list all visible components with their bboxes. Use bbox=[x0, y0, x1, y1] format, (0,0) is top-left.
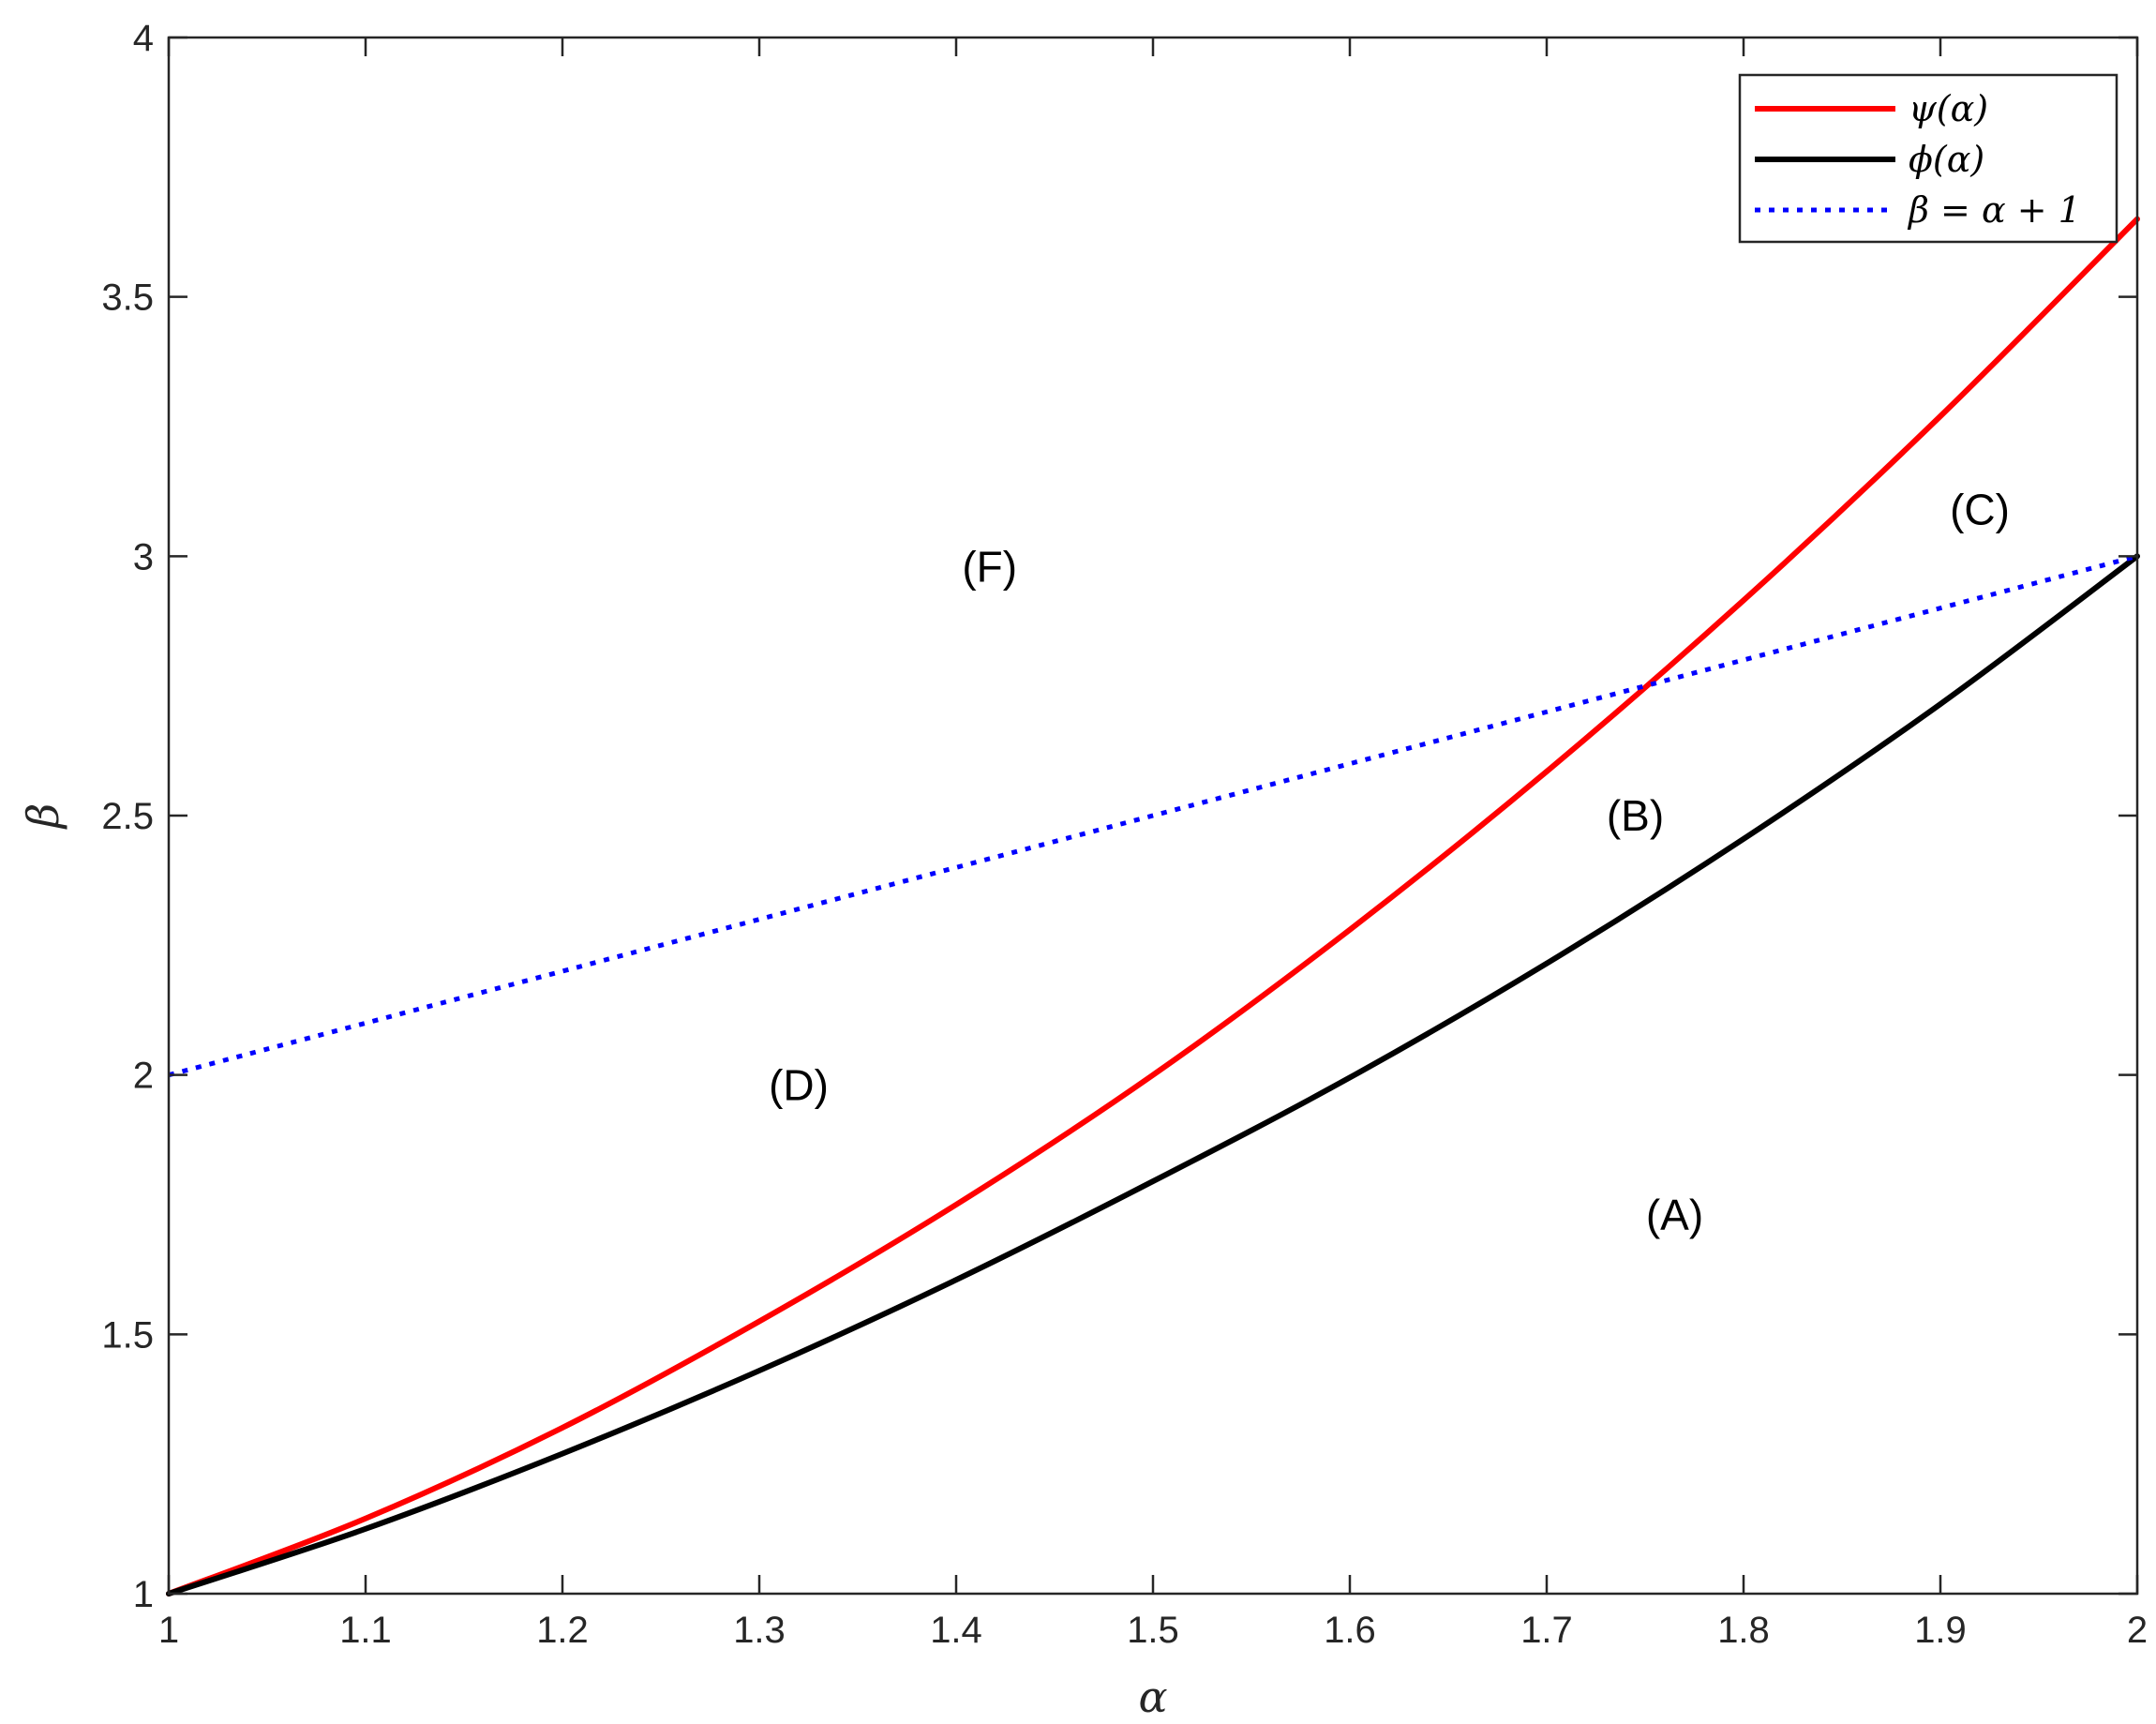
tick-layer: 1 1.1 1.2 1.3 1.4 1.5 1.6 1.7 1.8 1.9 2 1 1.5 2 2.5 3 3.… bbox=[101, 18, 2148, 1651]
x-tick-label: 1.4 bbox=[930, 1610, 982, 1651]
region-label-3: (D) bbox=[769, 1061, 829, 1110]
y-tick-label: 2.5 bbox=[101, 796, 154, 837]
legend: ψ(α) ϕ(α) β = α + 1 bbox=[1738, 73, 2119, 244]
y-tick-label: 1.5 bbox=[101, 1314, 154, 1356]
series-line-2 bbox=[168, 553, 2138, 1078]
region-label-0: (A) bbox=[1646, 1191, 1703, 1239]
y-tick-label: 1 bbox=[133, 1574, 154, 1615]
series-line-1 bbox=[166, 553, 2140, 1597]
region-label-2: (C) bbox=[1950, 486, 2010, 534]
y-tick-label: 3.5 bbox=[101, 277, 154, 319]
x-tick-label: 1.9 bbox=[1914, 1610, 1967, 1651]
region-label-4: (F) bbox=[962, 542, 1017, 591]
x-tick-label: 1.1 bbox=[339, 1610, 392, 1651]
series-line-0 bbox=[166, 216, 2140, 1597]
annotation-layer: (A) (B) (C) (D) (F) bbox=[769, 486, 2010, 1240]
y-tick-label: 4 bbox=[133, 18, 154, 59]
x-tick-label: 1.7 bbox=[1520, 1610, 1573, 1651]
x-tick-label: 1.8 bbox=[1717, 1610, 1770, 1651]
y-axis-label: β bbox=[18, 803, 68, 831]
x-tick-label: 1.6 bbox=[1324, 1610, 1376, 1651]
x-tick-label: 1.5 bbox=[1127, 1610, 1179, 1651]
y-tick-label: 2 bbox=[133, 1056, 154, 1097]
x-tick-label: 1 bbox=[158, 1610, 179, 1651]
x-axis-label: α bbox=[1138, 1672, 1167, 1722]
legend-label-2: β = α + 1 bbox=[1907, 189, 2081, 231]
y-tick-label: 3 bbox=[133, 536, 154, 577]
series-layer bbox=[166, 216, 2140, 1597]
x-tick-label: 2 bbox=[2127, 1610, 2148, 1651]
x-tick-label: 1.2 bbox=[536, 1610, 589, 1651]
x-tick-label: 1.3 bbox=[733, 1610, 786, 1651]
legend-label-1: ϕ(α) bbox=[1909, 139, 1984, 180]
legend-label-0: ψ(α) bbox=[1909, 88, 1988, 129]
region-label-1: (B) bbox=[1607, 791, 1664, 840]
